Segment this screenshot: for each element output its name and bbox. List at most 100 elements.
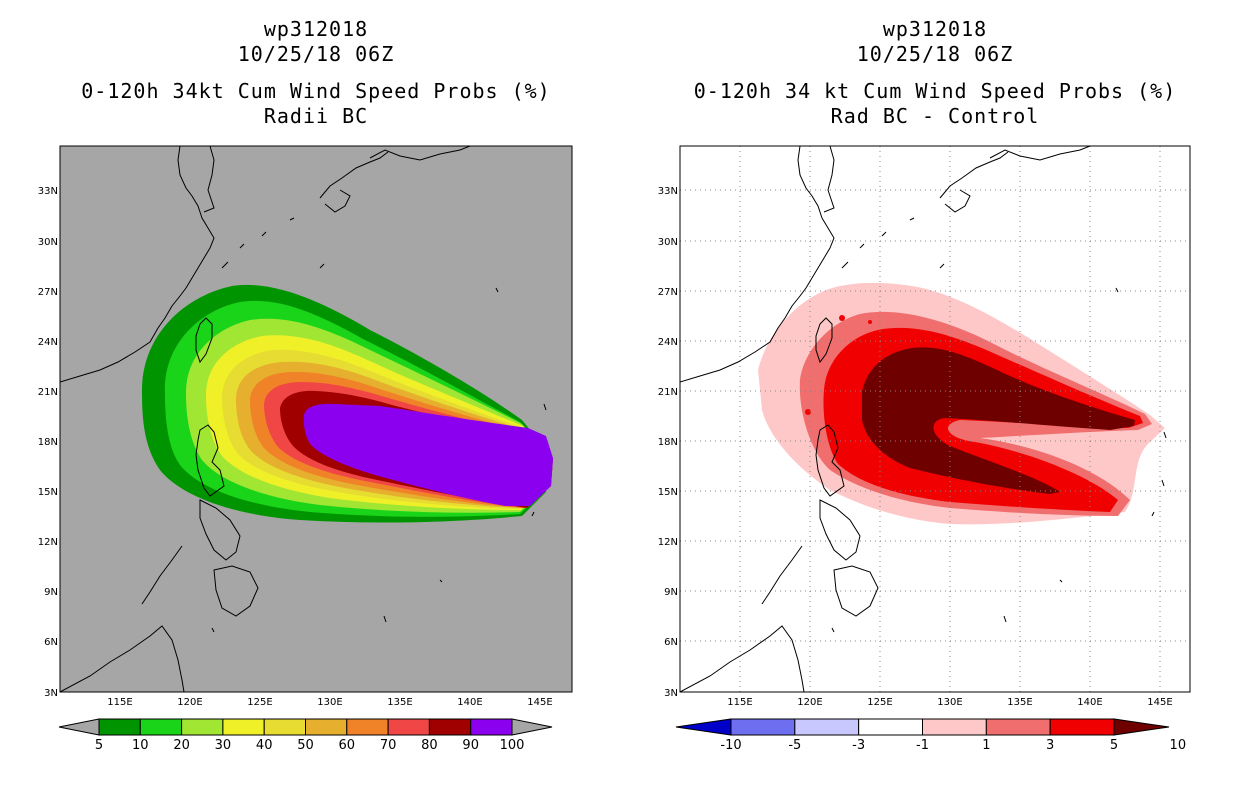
japan-kyushu xyxy=(319,151,389,213)
right-colorbar-label-4: 1 xyxy=(982,738,990,753)
right-map-frame xyxy=(679,145,1191,693)
small-islands xyxy=(211,287,547,633)
left-product-title: 0-120h 34kt Cum Wind Speed Probs (%) xyxy=(81,79,551,103)
japan-kyushu xyxy=(939,151,1009,213)
left-colorbar-swatch-0 xyxy=(98,718,141,736)
right-colorbar-label-7: 10 xyxy=(1170,738,1187,753)
right-lat-label-24N: 24N xyxy=(658,337,678,348)
left-lat-label-33N: 33N xyxy=(38,186,58,197)
right-lat-label-9N: 9N xyxy=(664,587,678,598)
left-lat-label-12N: 12N xyxy=(38,537,58,548)
left-lat-label-30N: 30N xyxy=(38,237,58,248)
left-colorbar-label-8: 80 xyxy=(421,738,438,753)
right-lat-label-6N: 6N xyxy=(664,637,678,648)
right-lat-label-27N: 27N xyxy=(658,287,678,298)
right-product-title: 0-120h 34 kt Cum Wind Speed Probs (%) xyxy=(693,79,1177,103)
right-colorbar-swatch-2 xyxy=(858,718,924,736)
palawan xyxy=(761,545,803,605)
left-lat-label-21N: 21N xyxy=(38,387,58,398)
left-colorbar: 5 10 20 30 40 50 60 70 80 90 100 xyxy=(58,718,553,753)
taiwan xyxy=(195,317,213,364)
right-panel-title: wp312018 10/25/18 06Z 0-120h 34 kt Cum W… xyxy=(680,17,1190,129)
right-gridlines xyxy=(680,146,1190,692)
china-coast xyxy=(680,146,835,383)
right-datetime: 10/25/18 06Z xyxy=(856,42,1014,66)
right-lon-label-140E: 140E xyxy=(1077,697,1102,708)
borneo-coast xyxy=(60,625,185,692)
right-colorbar-low-arrow xyxy=(675,718,732,736)
right-lat-label-12N: 12N xyxy=(658,537,678,548)
right-colorbar-swatch-3 xyxy=(922,718,987,736)
right-lon-label-115E: 115E xyxy=(727,697,752,708)
right-colorbar-label-3: -1 xyxy=(916,738,929,753)
left-colorbar-swatch-6 xyxy=(346,718,389,736)
left-colorbar-label-2: 20 xyxy=(173,738,190,753)
left-colorbar-swatch-4 xyxy=(263,718,307,736)
left-probability-field xyxy=(141,284,553,523)
right-colorbar-label-0: -10 xyxy=(720,738,741,753)
right-colorbar-swatch-1 xyxy=(794,718,860,736)
prob-contour-90 xyxy=(303,403,553,506)
right-subtitle: Rad BC - Control xyxy=(830,104,1040,128)
right-lat-label-15N: 15N xyxy=(658,487,678,498)
right-coastlines xyxy=(680,146,1167,692)
left-storm-id: wp312018 xyxy=(263,17,369,41)
korea-coast xyxy=(823,146,835,213)
left-colorbar-label-7: 70 xyxy=(380,738,397,753)
left-colorbar-label-6: 60 xyxy=(339,738,356,753)
left-colorbar-label-10: 100 xyxy=(500,738,525,753)
left-colorbar-swatch-1 xyxy=(139,718,183,736)
right-colorbar: -10 -5 -3 -1 1 3 5 10 xyxy=(675,718,1187,753)
right-lon-label-135E: 135E xyxy=(1007,697,1032,708)
left-map-frame xyxy=(59,145,573,693)
left-lat-label-6N: 6N xyxy=(44,637,58,648)
right-colorbar-swatch-0 xyxy=(730,718,796,736)
right-lat-label-3N: 3N xyxy=(664,688,678,699)
left-lat-label-15N: 15N xyxy=(38,487,58,498)
left-colorbar-label-0: 5 xyxy=(95,738,103,753)
left-colorbar-swatch-9 xyxy=(470,718,513,736)
left-lon-label-135E: 135E xyxy=(387,697,412,708)
left-colorbar-label-3: 30 xyxy=(215,738,232,753)
left-lat-label-24N: 24N xyxy=(38,337,58,348)
left-subtitle: Radii BC xyxy=(263,104,369,128)
left-lon-label-120E: 120E xyxy=(177,697,202,708)
left-lat-label-27N: 27N xyxy=(38,287,58,298)
right-colorbar-swatch-5 xyxy=(1049,718,1115,736)
right-lat-label-33N: 33N xyxy=(658,186,678,197)
right-lat-label-21N: 21N xyxy=(658,387,678,398)
left-lon-label-125E: 125E xyxy=(247,697,272,708)
right-lon-label-145E: 145E xyxy=(1147,697,1172,708)
korea-coast xyxy=(203,146,215,213)
left-lon-label-115E: 115E xyxy=(107,697,132,708)
left-lat-label-9N: 9N xyxy=(44,587,58,598)
right-difference-field xyxy=(758,282,1165,525)
right-colorbar-label-6: 5 xyxy=(1110,738,1118,753)
right-lat-label-18N: 18N xyxy=(658,437,678,448)
palawan xyxy=(141,545,183,605)
left-colorbar-swatch-3 xyxy=(222,718,265,736)
left-colorbar-label-1: 10 xyxy=(132,738,149,753)
japan-honshu xyxy=(369,146,471,161)
small-islands xyxy=(831,287,1167,633)
left-datetime: 10/25/18 06Z xyxy=(237,42,395,66)
left-lat-label-3N: 3N xyxy=(44,688,58,699)
luzon xyxy=(195,424,225,497)
left-colorbar-swatch-2 xyxy=(181,718,224,736)
right-colorbar-swatch-4 xyxy=(985,718,1051,736)
left-lat-label-18N: 18N xyxy=(38,437,58,448)
visayas xyxy=(199,499,241,561)
right-storm-id: wp312018 xyxy=(882,17,988,41)
right-colorbar-label-5: 3 xyxy=(1046,738,1054,753)
ryukyu-islands xyxy=(841,217,945,269)
left-lon-label-130E: 130E xyxy=(317,697,342,708)
right-colorbar-high-arrow xyxy=(1113,718,1170,736)
japan-honshu xyxy=(989,146,1091,161)
mindanao xyxy=(213,565,259,617)
right-colorbar-label-1: -5 xyxy=(788,738,801,753)
right-lon-label-120E: 120E xyxy=(797,697,822,708)
left-colorbar-high-arrow xyxy=(511,718,553,736)
borneo-coast xyxy=(680,625,805,692)
visayas xyxy=(819,499,861,561)
